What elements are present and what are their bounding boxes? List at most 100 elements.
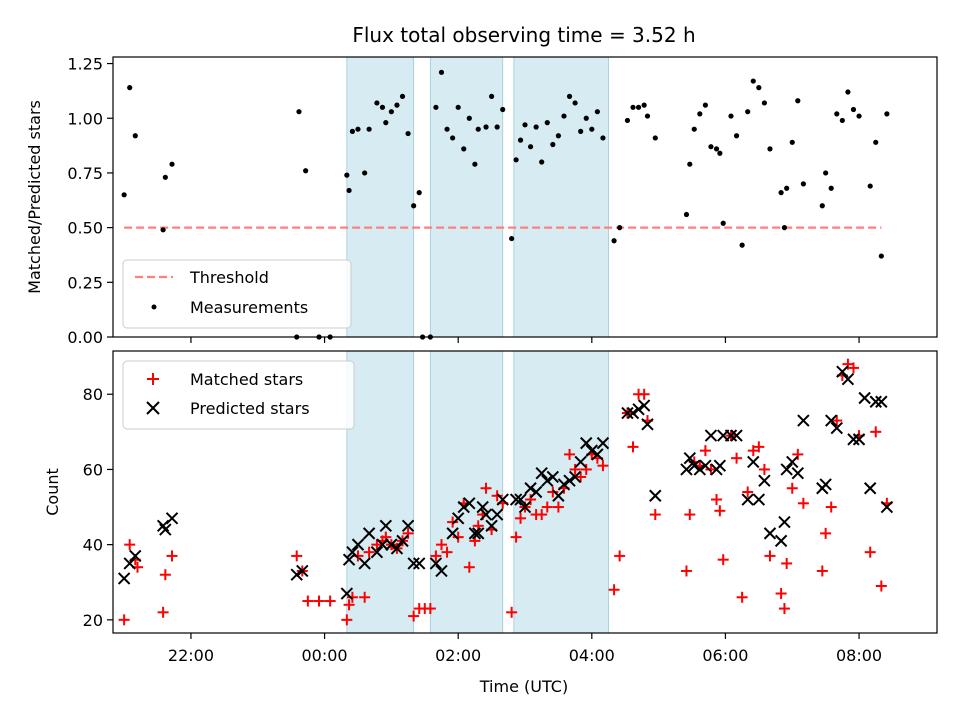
measurement-point: [544, 120, 550, 126]
predicted-mark-b: [396, 534, 409, 548]
predicted-mark-b: [568, 470, 582, 484]
legend-threshold-label: Threshold: [189, 268, 269, 287]
legend-matched-label: Matched stars: [190, 370, 303, 389]
predicted-mark-b: [129, 549, 142, 563]
measurement-point: [750, 78, 756, 84]
y-tick-label: 0.75: [67, 164, 103, 183]
predicted-star-point: [730, 429, 743, 442]
matched-star-point: [452, 531, 464, 543]
predicted-mark-b: [780, 463, 793, 476]
predicted-star-point: [435, 564, 448, 578]
measurement-point: [761, 100, 768, 106]
predicted-star-point: [875, 395, 888, 408]
predicted-star-point: [485, 519, 498, 533]
measurement-points: [121, 69, 890, 340]
measurement-point: [438, 69, 445, 75]
predicted-star-point: [752, 493, 766, 506]
predicted-star-point: [457, 500, 470, 514]
predicted-mark-b: [468, 527, 482, 540]
predicted-mark-b: [641, 418, 654, 431]
matched-star-point: [870, 426, 882, 438]
predicted-mark-b: [836, 365, 849, 378]
predicted-mark-b: [413, 557, 426, 570]
predicted-mark-b: [847, 433, 860, 446]
predicted-star-points: [117, 365, 894, 600]
predicted-mark-b: [407, 557, 420, 570]
measurement-point: [845, 89, 851, 95]
measurement-point: [635, 104, 642, 110]
measurement-point: [488, 93, 495, 99]
predicted-mark-b: [346, 545, 359, 559]
predicted-star-point: [524, 482, 537, 495]
measurement-point: [873, 139, 879, 145]
measurement-point: [539, 159, 545, 165]
predicted-mark-b: [875, 395, 888, 408]
measurement-point: [687, 161, 693, 167]
predicted-star-point: [747, 455, 760, 469]
matched-star-point: [717, 554, 729, 566]
predicted-mark-b: [296, 564, 309, 578]
predicted-mark-b: [165, 512, 179, 525]
matched-star-point: [371, 539, 383, 551]
matched-star-point: [786, 482, 798, 494]
predicted-star-point: [880, 500, 894, 514]
predicted-mark-b: [370, 545, 384, 559]
predicted-mark-b: [580, 436, 593, 450]
predicted-star-point: [117, 572, 131, 585]
matched-star-point: [402, 527, 414, 539]
predicted-mark-b: [429, 557, 443, 570]
predicted-mark-b: [724, 429, 738, 442]
measurement-point: [416, 190, 422, 196]
matched-star-point: [447, 516, 459, 528]
matched-star-point: [781, 557, 793, 569]
measurement-point: [513, 157, 519, 163]
predicted-star-point: [496, 493, 509, 506]
predicted-mark-b: [791, 466, 805, 480]
measurement-point: [533, 124, 539, 130]
predicted-mark-b: [758, 474, 771, 487]
top-x-ticks: [190, 337, 860, 343]
predicted-mark-b: [683, 451, 697, 465]
predicted-mark-b: [869, 395, 882, 408]
matched-star-point: [778, 603, 790, 615]
measurement-point: [522, 122, 528, 128]
measurement-point: [132, 133, 138, 139]
predicted-star-point: [429, 557, 443, 570]
bottom-plot-frame: [112, 350, 938, 634]
predicted-star-point: [446, 527, 459, 540]
predicted-star-point: [841, 372, 855, 386]
legend-measurements-swatch: [151, 304, 157, 310]
x-tick-label: 08:00: [836, 646, 882, 665]
measurement-point: [733, 133, 740, 139]
predicted-star-point: [724, 429, 738, 442]
predicted-star-point: [129, 549, 142, 563]
predicted-star-point: [778, 515, 791, 529]
measurement-point: [728, 113, 734, 119]
predicted-mark-b: [514, 493, 527, 506]
predicted-mark-b: [841, 372, 855, 386]
matched-star-point: [820, 527, 832, 539]
matched-star-point: [747, 445, 759, 457]
predicted-mark-b: [446, 527, 459, 540]
measurement-point: [641, 102, 647, 108]
predicted-mark-b: [351, 538, 365, 551]
top-legend-box: [122, 259, 352, 329]
measurement-point: [517, 137, 524, 143]
predicted-mark-b: [819, 478, 832, 491]
predicted-mark-b: [680, 463, 693, 476]
matched-star-points: [118, 358, 893, 626]
top-y-axis: 0.00 0.25 0.50 0.75 1.00 1.25: [67, 55, 113, 347]
measurement-point: [433, 104, 439, 110]
predicted-mark-b: [541, 474, 554, 487]
predicted-star-point: [704, 429, 718, 442]
predicted-mark-b: [524, 482, 537, 495]
predicted-mark-b: [390, 542, 404, 555]
matched-star-point: [408, 610, 420, 622]
matched-star-point: [510, 531, 522, 543]
predicted-star-point: [385, 538, 398, 551]
predicted-mark-b: [825, 414, 838, 427]
measurement-point: [600, 135, 606, 141]
predicted-star-point: [847, 433, 860, 446]
predicted-star-point: [580, 436, 593, 450]
predicted-mark-b: [858, 391, 871, 405]
